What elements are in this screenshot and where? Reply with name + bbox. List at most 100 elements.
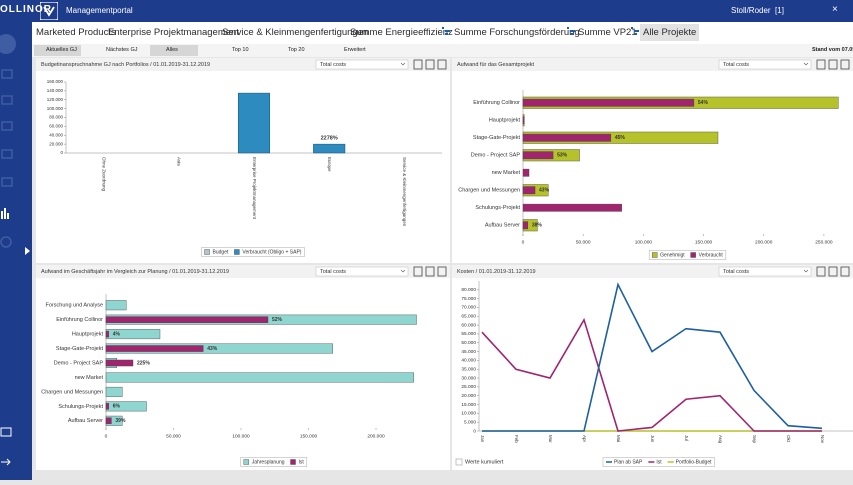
y-tick-label: 140.000 — [47, 88, 64, 93]
checkbox[interactable] — [455, 458, 463, 466]
y-tick-label: 40.000 — [49, 132, 63, 137]
tab[interactable]: Enterprise Projektmanagement — [108, 27, 239, 38]
y-tick-label: Stage-Gate-Projekt — [56, 346, 104, 352]
x-tick-label: Mar — [548, 435, 553, 443]
y-tick-label: 45.000 — [461, 349, 476, 355]
dropdown[interactable] — [315, 59, 409, 70]
panel: Aufwand für das Gesamtprojekt Total costs… — [452, 58, 853, 263]
y-tick-label: new Market — [75, 375, 104, 381]
dropdown-value: Total costs — [723, 62, 749, 68]
x-tick-label: 150.000 — [695, 239, 713, 245]
legend-label: Plan ab SAP — [614, 459, 643, 465]
panel-icon[interactable] — [840, 266, 850, 277]
y-tick-label: Aufbau Server — [68, 418, 103, 424]
button[interactable]: Top 20 — [288, 47, 305, 53]
brand: OLLINOR — [0, 4, 52, 15]
x-tick-label: Jan — [480, 435, 485, 443]
bar — [105, 345, 204, 352]
button[interactable]: Nächstes GJ — [106, 47, 138, 53]
legend-swatch — [204, 249, 210, 255]
y-tick-label: Demo - Project SAP — [54, 360, 104, 366]
y-tick-label: Stage-Gate-Projekt — [473, 135, 521, 141]
tab-active[interactable]: Alle Projekte — [640, 24, 700, 41]
x-tick-label: Jun — [650, 435, 655, 443]
panel-icon[interactable] — [816, 266, 826, 277]
bar-label: 225% — [137, 360, 150, 366]
bar — [522, 221, 529, 230]
y-tick-label: 160.000 — [47, 79, 64, 84]
y-tick-label: Einführung Collinor — [56, 317, 103, 323]
bar-label: 2278% — [321, 136, 338, 142]
line — [482, 282, 823, 432]
panel-icon[interactable] — [437, 59, 447, 70]
panel: Budgetinanspruchnahme GJ nach Portfolios… — [36, 58, 450, 263]
bar — [105, 417, 112, 425]
x-tick-label: Aug — [718, 435, 723, 444]
legend-swatch — [290, 459, 296, 465]
bar — [237, 92, 271, 154]
y-tick-label: Schulungs-Projekt — [58, 404, 103, 410]
x-tick-label: 50.000 — [166, 433, 181, 439]
bar — [522, 151, 554, 160]
x-tick-label: 0 — [105, 433, 108, 439]
stand-date: Stand vom 07.05. — [812, 47, 853, 53]
tab-icon — [567, 27, 575, 35]
y-tick-label: Hauptprojekt — [489, 118, 521, 124]
panel-icon[interactable] — [413, 266, 423, 277]
tab[interactable]: Summe Forschungsförderung — [454, 27, 580, 38]
bar — [105, 403, 109, 410]
bar-label: 6% — [113, 404, 121, 410]
panel-icon[interactable] — [413, 59, 423, 70]
legend-label: Ist — [656, 459, 662, 465]
checkbox-label: Werte kumuliert — [465, 459, 504, 465]
panel-icon[interactable] — [816, 59, 826, 70]
button[interactable]: Erweitert — [344, 47, 366, 53]
dropdown[interactable] — [315, 266, 409, 277]
tab[interactable]: Service & Kleinmengenfertigungen — [222, 27, 369, 38]
legend-label: Budget — [213, 249, 229, 255]
panel-icon[interactable] — [828, 266, 838, 277]
close-icon[interactable]: × — [832, 4, 838, 15]
button[interactable]: Top 10 — [232, 47, 249, 53]
legend-label: Ist — [299, 459, 305, 465]
legend: Budget Verbraucht (Obligo + SAP) — [201, 247, 305, 257]
sidebar-icons — [0, 34, 30, 466]
button[interactable]: Alles — [150, 45, 198, 56]
x-tick-label: Sep — [752, 435, 757, 444]
panel-title: Kosten / 01.01.2019-31.12.2019 — [457, 269, 536, 275]
panel-icon[interactable] — [437, 266, 447, 277]
panel: Aufwand im Geschäftsjahr im Vergleich zu… — [36, 265, 450, 470]
x-tick-label: Mai — [616, 435, 621, 442]
panel-icon[interactable] — [425, 59, 435, 70]
tab[interactable]: Marketed Products — [36, 27, 116, 38]
tab[interactable]: Summe VP21 — [578, 27, 637, 38]
y-tick-label: 70.000 — [461, 305, 476, 311]
y-tick-label: 80.000 — [461, 287, 476, 293]
tab[interactable]: Summe Energieeffizienz — [350, 27, 453, 38]
x-tick-label: 250.000 — [815, 239, 833, 245]
legend-label: Verbraucht — [699, 252, 724, 258]
user[interactable]: Stoll/Roder [1] — [731, 6, 784, 15]
y-tick-label: 20.000 — [461, 393, 476, 399]
bar — [105, 386, 123, 397]
button[interactable]: Aktuelles GJ — [34, 45, 81, 56]
dropdown[interactable] — [718, 59, 812, 70]
y-tick-label: 100.000 — [47, 106, 64, 111]
panel-icon[interactable] — [828, 59, 838, 70]
bar — [522, 186, 536, 195]
dropdown[interactable] — [718, 266, 812, 277]
x-tick-label: Apr — [582, 435, 587, 443]
x-tick-label: 200.000 — [755, 239, 773, 245]
y-tick-label: 55.000 — [461, 331, 476, 337]
legend-box — [602, 457, 715, 467]
panel-icon[interactable] — [840, 59, 850, 70]
legend-box — [648, 250, 727, 260]
panel-icon[interactable] — [425, 266, 435, 277]
y-tick-label: Einführung Collinor — [473, 100, 520, 106]
y-tick-label: 0 — [60, 150, 63, 155]
logo — [40, 2, 58, 20]
panel-title: Aufwand im Geschäftsjahr im Vergleich zu… — [41, 269, 229, 275]
x-tick-label: Nov — [820, 435, 825, 444]
x-tick-label: Okt — [786, 435, 791, 443]
y-tick-label: Chargen und Messungen — [458, 188, 520, 194]
